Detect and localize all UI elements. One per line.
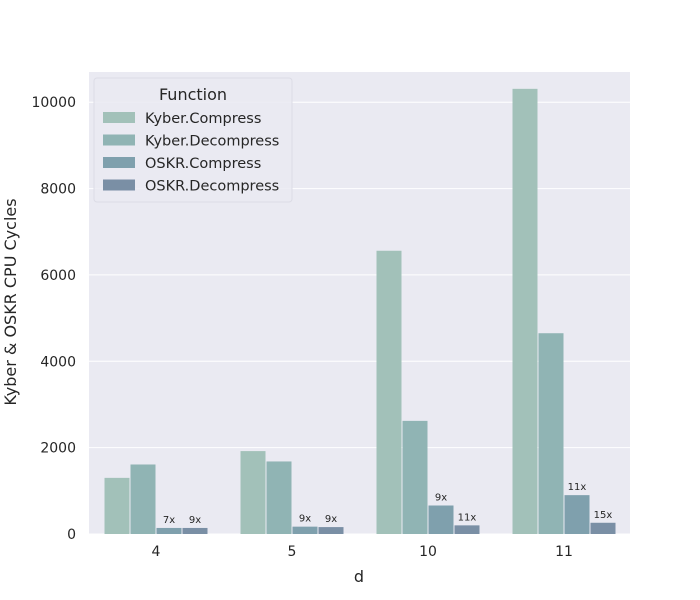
y-axis-label: Kyber & OSKR CPU Cycles — [1, 198, 20, 405]
speedup-label: 11x — [458, 512, 477, 523]
bar-kyber-compress — [512, 88, 538, 535]
legend: Function Kyber.Compress Kyber.Decompress O… — [93, 77, 293, 203]
legend-swatch — [103, 157, 135, 168]
y-tick-label: 0 — [67, 527, 76, 543]
legend-box — [93, 77, 293, 203]
bar-kyber-decompress — [402, 420, 428, 534]
y-tick-label: 6000 — [40, 268, 76, 284]
legend-label: OSKR.Decompress — [145, 179, 279, 195]
bar-oskr-decompress — [454, 525, 480, 534]
bar-kyber-decompress — [538, 333, 564, 534]
speedup-label: 9x — [325, 514, 337, 525]
speedup-label: 9x — [435, 493, 447, 504]
bars — [104, 88, 616, 535]
speedup-label: 15x — [594, 510, 613, 521]
ratio-labels: 7x 9x 9x 9x 9x 11x 11x 15x — [163, 482, 613, 526]
bar-kyber-compress — [376, 250, 402, 535]
bar-kyber-decompress — [130, 464, 156, 534]
speedup-label: 11x — [568, 482, 587, 493]
y-tick-label: 8000 — [40, 182, 76, 198]
speedup-label: 7x — [163, 515, 175, 526]
legend-swatch — [103, 134, 135, 146]
y-tick-label: 10000 — [31, 95, 76, 111]
speedup-label: 9x — [189, 515, 201, 526]
bar-kyber-compress — [104, 477, 130, 534]
legend-swatch — [103, 179, 135, 191]
y-tick-label: 2000 — [40, 441, 76, 457]
x-tick-label: 4 — [152, 544, 161, 560]
legend-swatch — [103, 112, 135, 123]
bar-kyber-compress — [240, 451, 266, 534]
bar-oskr-compress — [292, 526, 318, 534]
bar-oskr-decompress — [182, 527, 208, 534]
legend-label: Kyber.Decompress — [145, 134, 279, 150]
y-tick-label: 4000 — [40, 354, 76, 370]
x-axis-ticks: 4 5 10 11 — [152, 544, 573, 560]
x-tick-label: 11 — [555, 544, 573, 560]
bar-oskr-decompress — [318, 527, 344, 534]
bar-oskr-compress — [156, 527, 182, 534]
x-tick-label: 5 — [288, 544, 297, 560]
y-axis-ticks: 0 2000 4000 6000 8000 10000 — [31, 95, 76, 543]
legend-label: OSKR.Compress — [145, 156, 261, 172]
bar-oskr-compress — [428, 505, 454, 534]
bar-oskr-compress — [564, 495, 590, 534]
speedup-label: 9x — [299, 514, 311, 525]
legend-label: Kyber.Compress — [145, 111, 261, 127]
x-axis-label: d — [354, 567, 364, 586]
legend-items: Kyber.Compress Kyber.Decompress OSKR.Compr… — [103, 111, 279, 195]
bar-oskr-decompress — [590, 522, 616, 534]
bar-kyber-decompress — [266, 461, 292, 534]
legend-title: Function — [159, 85, 227, 104]
x-tick-label: 10 — [419, 544, 437, 560]
